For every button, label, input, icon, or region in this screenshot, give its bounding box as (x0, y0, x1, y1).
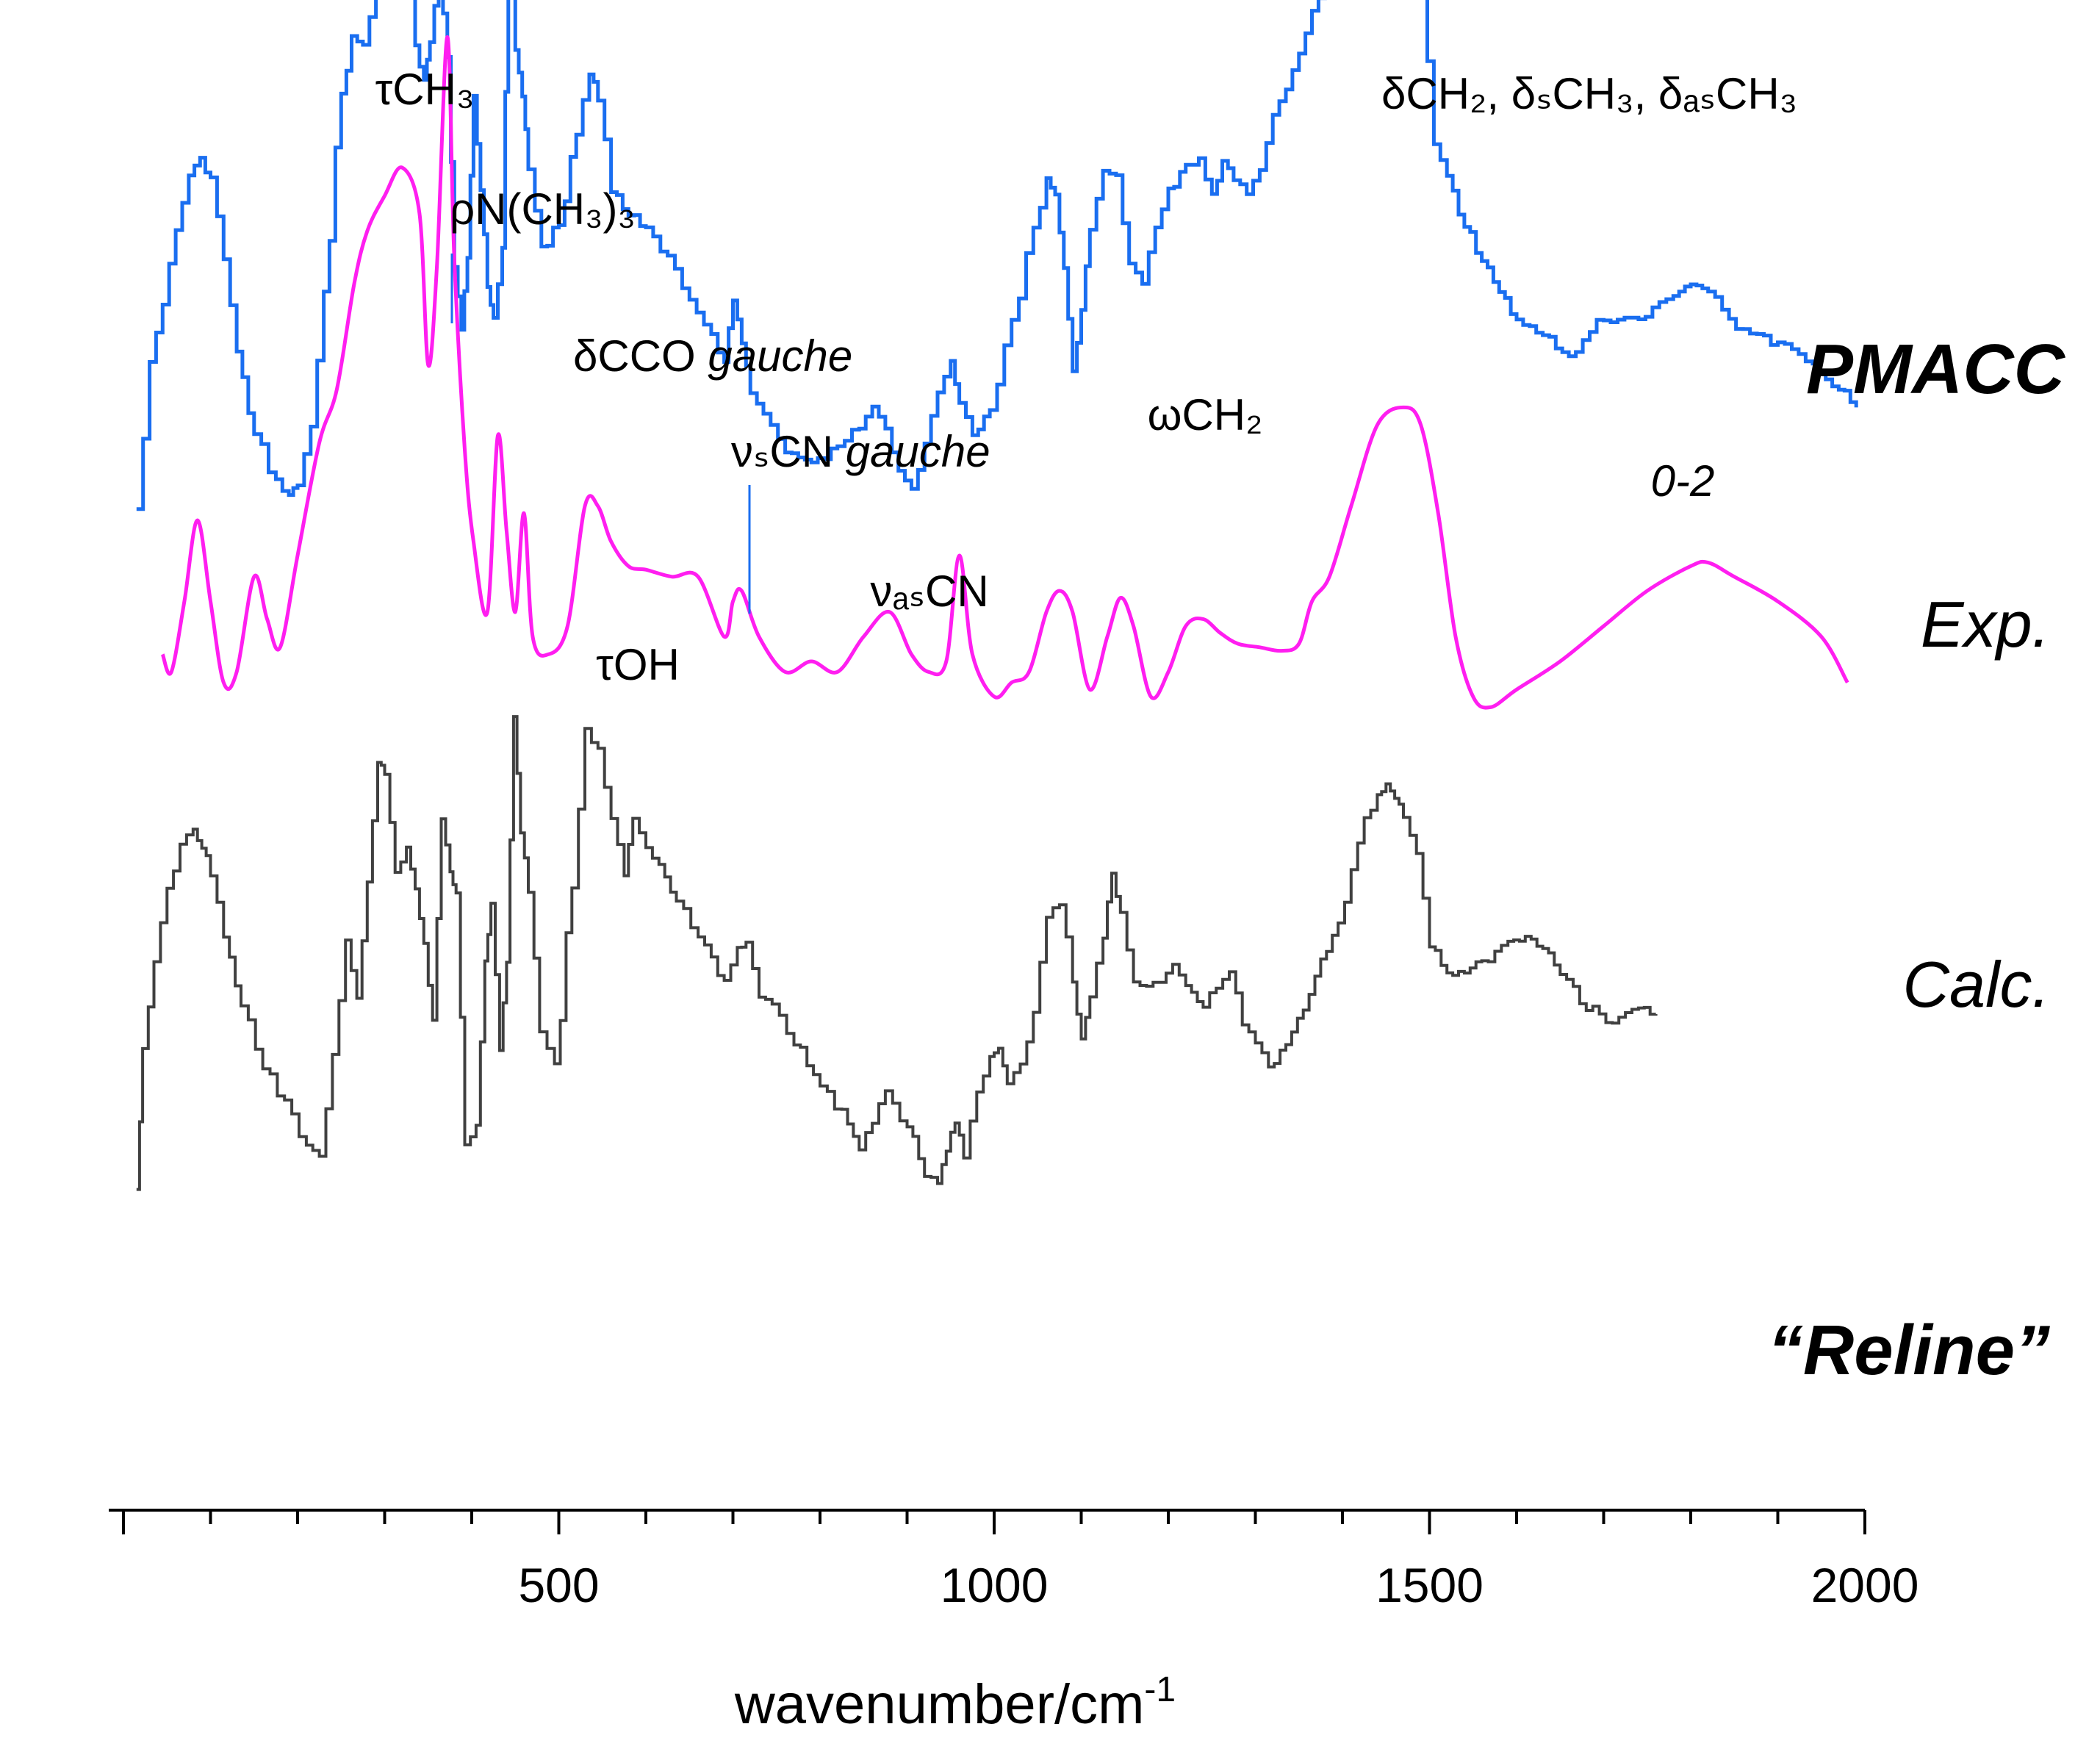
series-label-exp: Exp. (1921, 588, 2050, 661)
annotation-overtone: 0-2 (1651, 456, 1715, 506)
series-line-exp (136, 0, 1858, 511)
annotation-delta-ch2-group: δCH₂, δₛCH₃, δₐₛCH₃ (1381, 69, 1797, 118)
annotation-nu-as-cn: νₐₛCN (870, 567, 988, 616)
annotation-delta-cco: δCCO gauche (573, 331, 852, 381)
plot-area (136, 0, 1858, 1191)
series-label-reline: “Reline” (1768, 1311, 2050, 1390)
annotation-nu-s-cn: νₛCN gauche (731, 427, 990, 476)
x-axis-title-superscript: -1 (1144, 1670, 1176, 1709)
x-tick-label-2000: 2000 (1811, 1558, 1919, 1612)
annotation-omega-ch2: ωCH₂ (1148, 390, 1263, 439)
chart-title: PMACC (1806, 330, 2066, 409)
annotation-tau-ch3: τCH₃ (375, 65, 475, 114)
annotation-delta-cco-base: δCCO (573, 331, 708, 381)
series-line-calc (160, 35, 1849, 710)
annotation-tau-oh: τOH (596, 640, 680, 689)
series-line-reline (136, 715, 1658, 1191)
x-axis-title: wavenumber/cm-1 (734, 1670, 1176, 1736)
x-axis: 500 1000 1500 2000 wavenumber/cm-1 (109, 1509, 1919, 1736)
x-axis-ticks (122, 1510, 1866, 1534)
x-tick-label-1500: 1500 (1376, 1558, 1484, 1612)
annotation-nu-s-cn-italic: gauche (846, 427, 990, 476)
annotation-delta-cco-italic: gauche (708, 331, 852, 381)
x-tick-label-1000: 1000 (941, 1558, 1049, 1612)
x-axis-title-text: wavenumber/cm (734, 1673, 1145, 1736)
annotation-rho-n-ch3-3: ρN(CH₃)₃ (450, 184, 636, 234)
x-tick-label-500: 500 (518, 1558, 599, 1612)
series-label-calc: Calc. (1903, 948, 2051, 1021)
annotation-nu-s-cn-base: νₛCN (731, 427, 846, 476)
